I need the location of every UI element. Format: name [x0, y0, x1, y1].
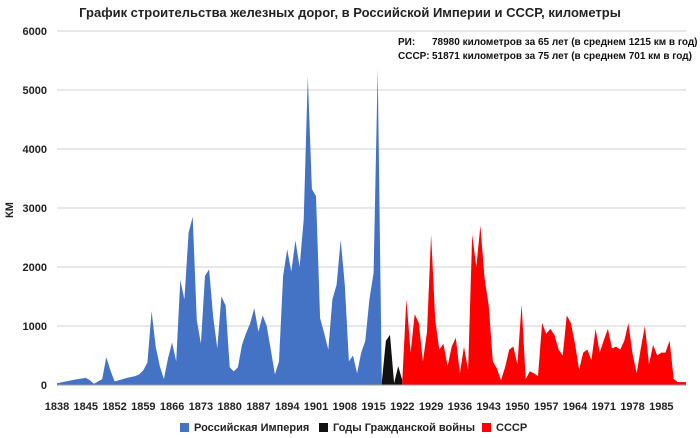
x-tick-label: 1929 [419, 401, 443, 413]
y-tick-labels: 0 1000 2000 3000 4000 5000 6000 [23, 26, 47, 392]
x-tick-labels: 1838 1845 1852 1859 1866 1873 1880 1887 1894 1901… [45, 401, 674, 413]
x-tick-label: 1859 [131, 401, 155, 413]
series-area-ussr [402, 225, 686, 385]
x-tick-label: 1943 [476, 401, 500, 413]
x-tick-label: 1838 [45, 401, 69, 413]
x-tick-label: 1915 [361, 401, 385, 413]
y-axis-label: КМ [4, 202, 16, 218]
x-tick-label: 1957 [534, 401, 558, 413]
annotation-ussr-label: СССР: [398, 51, 430, 62]
legend-swatch-ussr [482, 423, 491, 432]
annotation-ussr-text: 51871 километров за 75 лет (в среднем 70… [432, 51, 692, 62]
x-tick-label: 1894 [275, 401, 300, 413]
y-tick-label: 0 [41, 380, 47, 392]
x-tick-label: 1950 [505, 401, 529, 413]
x-tick-label: 1873 [189, 401, 213, 413]
grid-lines [57, 30, 686, 327]
x-tick-label: 1908 [333, 401, 357, 413]
legend-swatch-civil-war [319, 423, 328, 432]
series-area-empire [57, 69, 382, 386]
series-area-civil-war [381, 334, 403, 385]
x-tick-label: 1866 [160, 401, 184, 413]
chart-title: График строительства железных дорог, в Р… [79, 5, 621, 20]
y-tick-label: 5000 [23, 85, 47, 97]
x-tick-label: 1880 [217, 401, 241, 413]
legend-label-ussr: СССР [496, 422, 527, 434]
y-tick-label: 2000 [23, 262, 47, 274]
x-tick-label: 1922 [390, 401, 414, 413]
legend-swatch-empire [180, 423, 189, 432]
series-areas [57, 69, 686, 386]
x-tick-label: 1978 [620, 401, 644, 413]
x-tick-label: 1901 [304, 401, 328, 413]
y-tick-label: 3000 [23, 203, 47, 215]
annotation-ri-text: 78980 километров за 65 лет (в среднем 12… [432, 37, 698, 48]
annotations: РИ: 78980 километров за 65 лет (в средне… [398, 37, 698, 62]
legend: Российская Империя Годы Гражданской войн… [180, 422, 527, 434]
legend-label-empire: Российская Империя [194, 422, 309, 434]
x-tick-label: 1852 [102, 401, 126, 413]
x-tick-label: 1971 [592, 401, 616, 413]
annotation-ri-label: РИ: [398, 37, 415, 48]
y-tick-label: 4000 [23, 144, 47, 156]
x-tick-label: 1985 [649, 401, 673, 413]
x-tick-label: 1887 [246, 401, 270, 413]
x-tick-label: 1845 [74, 401, 98, 413]
y-tick-label: 6000 [23, 26, 47, 38]
y-tick-label: 1000 [23, 321, 47, 333]
x-tick-label: 1936 [448, 401, 472, 413]
x-tick-label: 1964 [563, 401, 588, 413]
legend-label-civil-war: Годы Гражданской войны [333, 422, 475, 434]
